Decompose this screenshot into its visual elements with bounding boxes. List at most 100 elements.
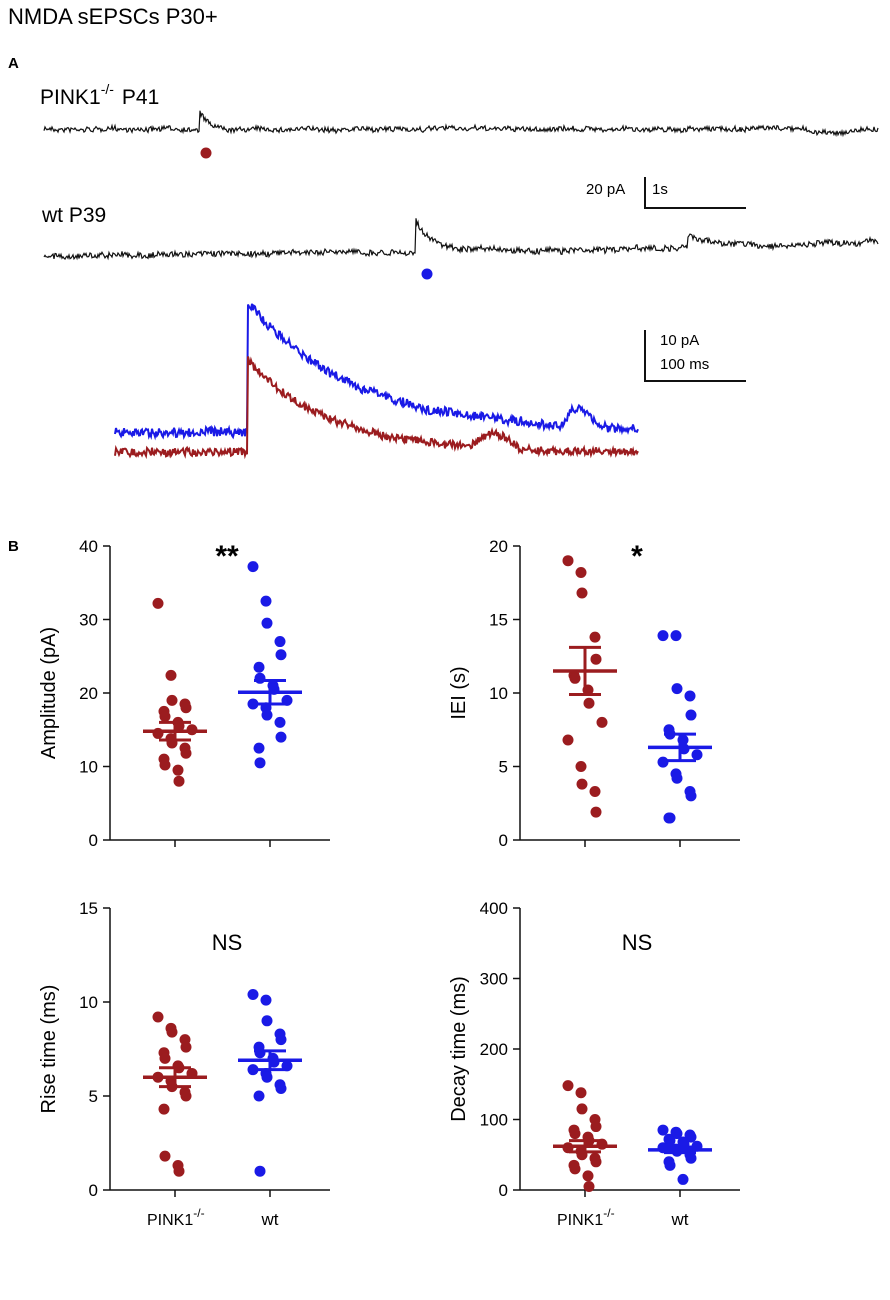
data-point-wt <box>260 994 272 1006</box>
data-point-wt <box>691 749 703 761</box>
data-point-pink1 <box>159 711 171 723</box>
data-point-pink1 <box>576 587 588 599</box>
data-point-wt <box>275 1034 287 1046</box>
data-point-pink1 <box>575 1087 587 1099</box>
data-point-wt <box>247 988 259 1000</box>
y-tick-label: 30 <box>79 611 98 630</box>
data-point-pink1 <box>165 669 177 681</box>
data-point-wt <box>657 1124 669 1136</box>
data-point-wt <box>664 812 676 824</box>
trace-wt-p39 <box>43 218 879 261</box>
plot-decay-time: 0 100 200 300 400 Decay time (ms) NS PINK1-/- wt <box>448 899 740 1229</box>
data-point-wt <box>247 1064 259 1076</box>
significance-label: * <box>631 540 643 573</box>
y-axis-label: IEI (s) <box>448 666 470 719</box>
y-tick-label: 5 <box>89 1087 98 1106</box>
data-point-pink1 <box>569 1163 581 1175</box>
y-tick-label: 300 <box>480 970 508 989</box>
data-point-pink1 <box>159 1052 171 1064</box>
trace2-label: wt P39 <box>41 204 106 227</box>
data-point-pink1 <box>583 1180 595 1192</box>
trace1-label: PINK1-/- P41 <box>40 81 159 109</box>
data-point-wt <box>275 1082 287 1094</box>
scalebar2-y-label: 10 pA <box>660 332 699 349</box>
data-point-pink1 <box>576 1103 588 1115</box>
data-point-pink1 <box>166 1026 178 1038</box>
data-point-pink1 <box>159 759 171 771</box>
data-point-wt <box>253 661 265 673</box>
panel-b-label: B <box>8 538 19 555</box>
event-marker-pink1 <box>200 147 212 159</box>
y-tick-label: 0 <box>89 831 98 850</box>
data-point-pink1 <box>158 1103 170 1115</box>
data-point-wt <box>664 1159 676 1171</box>
scalebar1-x-label: 1s <box>652 181 668 198</box>
data-point-pink1 <box>562 734 574 746</box>
y-axis-label: Rise time (ms) <box>38 985 60 1114</box>
data-point-pink1 <box>173 775 185 787</box>
y-axis-label: Decay time (ms) <box>448 976 470 1122</box>
y-axis-label: Amplitude (pA) <box>38 627 60 759</box>
data-point-pink1 <box>575 761 587 772</box>
x-label-pink1: PINK1-/- <box>147 1206 205 1229</box>
data-point-pink1 <box>562 555 574 567</box>
data-point-pink1 <box>576 778 588 790</box>
y-tick-label: 10 <box>489 684 508 703</box>
data-point-wt <box>671 1128 683 1140</box>
data-point-pink1 <box>589 785 601 797</box>
y-tick-label: 10 <box>79 993 98 1012</box>
data-point-wt <box>254 672 266 684</box>
plot-rise-time: 0 5 10 15 Rise time (ms) NS PINK1-/- wt <box>38 899 330 1229</box>
data-point-pink1 <box>159 1150 171 1162</box>
data-point-pink1 <box>569 672 581 684</box>
data-point-pink1 <box>166 694 178 706</box>
data-point-wt <box>685 790 697 802</box>
event-marker-wt <box>421 268 433 280</box>
data-point-pink1 <box>180 1090 192 1102</box>
scalebar1-y-label: 20 pA <box>586 181 625 198</box>
data-point-pink1 <box>172 764 184 776</box>
data-point-wt <box>685 1131 697 1143</box>
data-point-wt <box>671 772 683 784</box>
data-point-wt <box>671 683 683 695</box>
data-point-pink1 <box>180 747 192 759</box>
data-point-pink1 <box>180 1041 192 1053</box>
data-point-wt <box>275 731 287 743</box>
data-point-wt <box>261 1071 273 1083</box>
data-point-pink1 <box>590 1121 602 1133</box>
data-point-pink1 <box>590 1156 602 1168</box>
data-point-pink1 <box>582 1170 594 1182</box>
x-label-wt: wt <box>261 1210 279 1229</box>
data-point-wt <box>247 698 259 710</box>
panel-a-label: A <box>8 55 19 72</box>
data-point-pink1 <box>173 1165 185 1177</box>
x-label-wt: wt <box>671 1210 689 1229</box>
data-point-wt <box>677 1173 689 1185</box>
data-point-wt <box>261 1015 273 1027</box>
data-point-wt <box>261 617 273 629</box>
overlay-trace-pink1 <box>114 356 639 460</box>
data-point-pink1 <box>152 1011 164 1023</box>
data-point-wt <box>260 595 272 607</box>
y-tick-label: 15 <box>79 899 98 918</box>
scatter-plots: 0 10 20 30 40 Amplitude (pA) ** 0 5 10 15 20 IEI (s)… <box>38 537 740 1229</box>
scalebar1 <box>644 177 746 209</box>
x-label-pink1: PINK1-/- <box>557 1206 615 1229</box>
y-tick-label: 0 <box>89 1181 98 1200</box>
y-tick-label: 20 <box>79 684 98 703</box>
data-point-pink1 <box>575 566 587 578</box>
data-point-wt <box>685 709 697 721</box>
y-tick-label: 15 <box>489 611 508 630</box>
data-point-pink1 <box>583 697 595 709</box>
overlay-trace-wt <box>114 303 639 441</box>
y-tick-label: 10 <box>79 758 98 777</box>
data-point-pink1 <box>569 1128 581 1140</box>
data-point-pink1 <box>562 1080 574 1092</box>
significance-label: ** <box>215 540 239 573</box>
scalebar2 <box>644 330 746 382</box>
y-tick-label: 20 <box>489 537 508 556</box>
significance-label: NS <box>212 930 243 955</box>
data-point-wt <box>664 1135 676 1147</box>
y-tick-label: 200 <box>480 1040 508 1059</box>
data-point-wt <box>253 1090 265 1102</box>
